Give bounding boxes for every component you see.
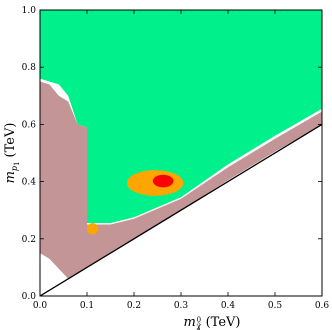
y-axis-label-sub: p	[10, 166, 19, 171]
y-tick-label: 0.4	[22, 178, 37, 188]
region-red	[152, 174, 174, 188]
region-green	[40, 10, 322, 224]
x-axis-label-main: m	[183, 315, 195, 330]
x-tick-label: 0.4	[221, 301, 236, 311]
y-axis-label-sub2: 1	[13, 161, 21, 165]
region-pink-left	[40, 81, 322, 279]
regions-layer	[40, 10, 322, 279]
y-tick-label: 0.8	[22, 63, 37, 73]
x-tick-label: 0.5	[268, 301, 283, 311]
y-axis-label-main: m	[3, 171, 18, 183]
x-tick-label: 0.3	[174, 301, 189, 311]
y-tick-label: 0.0	[22, 292, 37, 302]
x-tick-label: 0.0	[33, 301, 48, 311]
x-axis-label-unit: (TeV)	[206, 315, 241, 330]
y-tick-label: 0.2	[22, 235, 36, 245]
y-tick-label: 1.0	[22, 6, 37, 16]
x-tick-label: 0.2	[127, 301, 141, 311]
x-axis-label: mχ̃0 1 (TeV)	[183, 315, 240, 330]
x-axis-label-sup: 0	[197, 316, 201, 324]
x-axis-label-sub: χ̃	[195, 322, 202, 330]
diagonal-line	[40, 123, 322, 296]
y-axis-label: mp1 (TeV)	[3, 123, 21, 184]
y-axis-ticks: 0.0 0.2 0.4 0.6 0.8 1.0	[22, 6, 322, 302]
x-tick-label: 0.6	[315, 301, 330, 311]
diagonal-line-layer	[40, 123, 322, 296]
y-axis-label-unit: (TeV)	[3, 123, 18, 158]
x-axis-ticks: 0.0 0.1 0.2 0.3 0.4 0.5 0.6	[33, 10, 330, 311]
x-axis-label-sub2: 1	[197, 327, 201, 330]
region-orange-small	[87, 223, 99, 235]
x-tick-label: 0.1	[80, 301, 94, 311]
y-tick-label: 0.6	[22, 120, 37, 130]
